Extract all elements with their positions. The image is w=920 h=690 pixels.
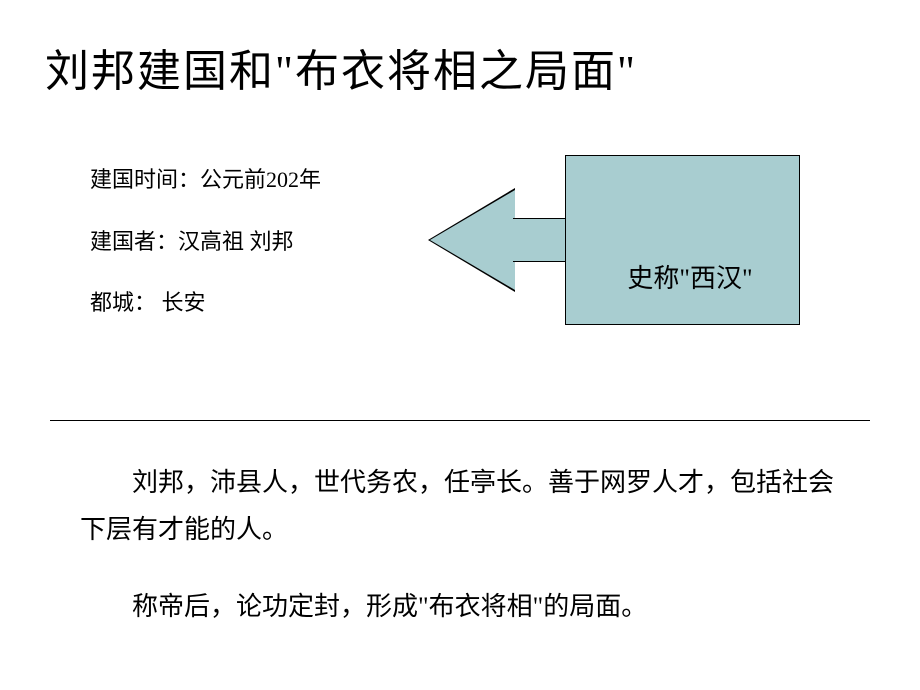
arrow-neck: [513, 218, 568, 262]
arrow-callout: 史称"西汉": [430, 155, 810, 325]
info-section: 建国时间：公元前202年 建国者：汉高祖 刘邦 都城： 长安: [90, 160, 321, 345]
body-section: 刘邦，沛县人，世代务农，任亭长。善于网罗人才，包括社会下层有才能的人。 称帝后，…: [80, 460, 840, 630]
arrow-label: 史称"西汉": [580, 263, 800, 294]
arrow-head: [430, 190, 515, 290]
arrow-body: [565, 155, 800, 325]
info-founding-date: 建国时间：公元前202年: [90, 160, 321, 200]
info-founder: 建国者：汉高祖 刘邦: [90, 222, 321, 262]
body-paragraph-2: 称帝后，论功定封，形成"布衣将相"的局面。: [80, 584, 840, 631]
body-paragraph-1: 刘邦，沛县人，世代务农，任亭长。善于网罗人才，包括社会下层有才能的人。: [80, 460, 840, 554]
info-capital: 都城： 长安: [90, 283, 321, 323]
page-title: 刘邦建国和"布衣将相之局面": [0, 0, 920, 99]
horizontal-divider: [50, 420, 870, 421]
